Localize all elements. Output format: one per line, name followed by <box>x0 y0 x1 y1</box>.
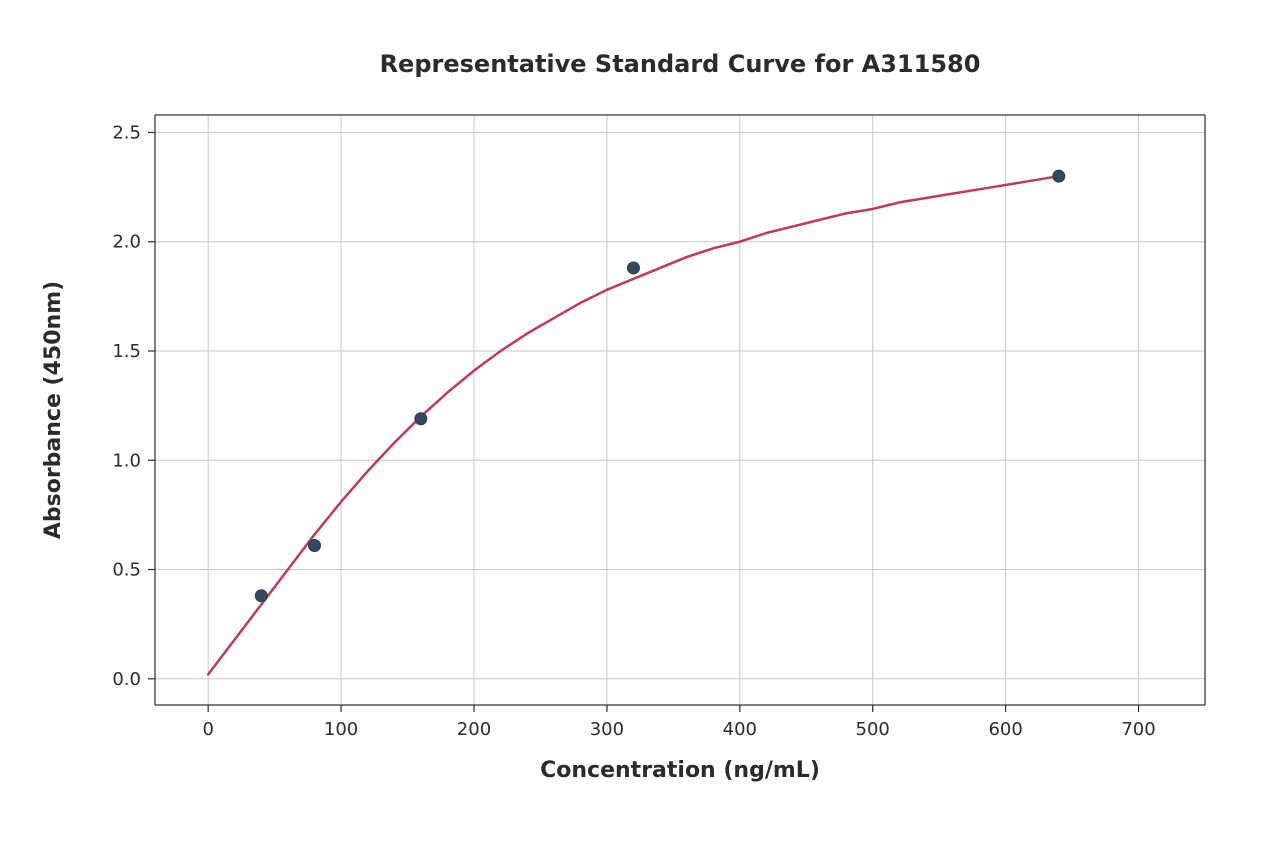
y-axis-label: Absorbance (450nm) <box>41 281 66 539</box>
x-tick-label: 700 <box>1121 719 1155 740</box>
x-tick-label: 300 <box>590 719 624 740</box>
y-tick-label: 0.0 <box>112 669 141 690</box>
chart-container: 0 100 200 300 400 500 600 700 0.0 0.5 1.0 1.5 2.0 2.5… <box>0 0 1280 845</box>
y-tick-label: 0.5 <box>112 560 141 581</box>
y-tick-label: 2.0 <box>112 232 141 253</box>
chart-bg <box>0 0 1280 845</box>
x-tick-label: 500 <box>856 719 890 740</box>
data-point <box>255 590 267 602</box>
x-tick-label: 400 <box>723 719 757 740</box>
x-tick-label: 600 <box>988 719 1022 740</box>
x-tick-label: 200 <box>457 719 491 740</box>
data-point <box>308 539 320 551</box>
data-point <box>415 413 427 425</box>
y-tick-label: 1.5 <box>112 341 141 362</box>
chart-svg: 0 100 200 300 400 500 600 700 0.0 0.5 1.0 1.5 2.0 2.5… <box>0 0 1280 845</box>
data-point <box>1053 170 1065 182</box>
data-point <box>627 262 639 274</box>
x-tick-label: 0 <box>202 719 213 740</box>
x-axis-label: Concentration (ng/mL) <box>540 758 820 783</box>
x-tick-label: 100 <box>324 719 358 740</box>
y-tick-label: 1.0 <box>112 450 141 471</box>
y-tick-label: 2.5 <box>112 122 141 143</box>
chart-title: Representative Standard Curve for A31158… <box>380 50 981 78</box>
